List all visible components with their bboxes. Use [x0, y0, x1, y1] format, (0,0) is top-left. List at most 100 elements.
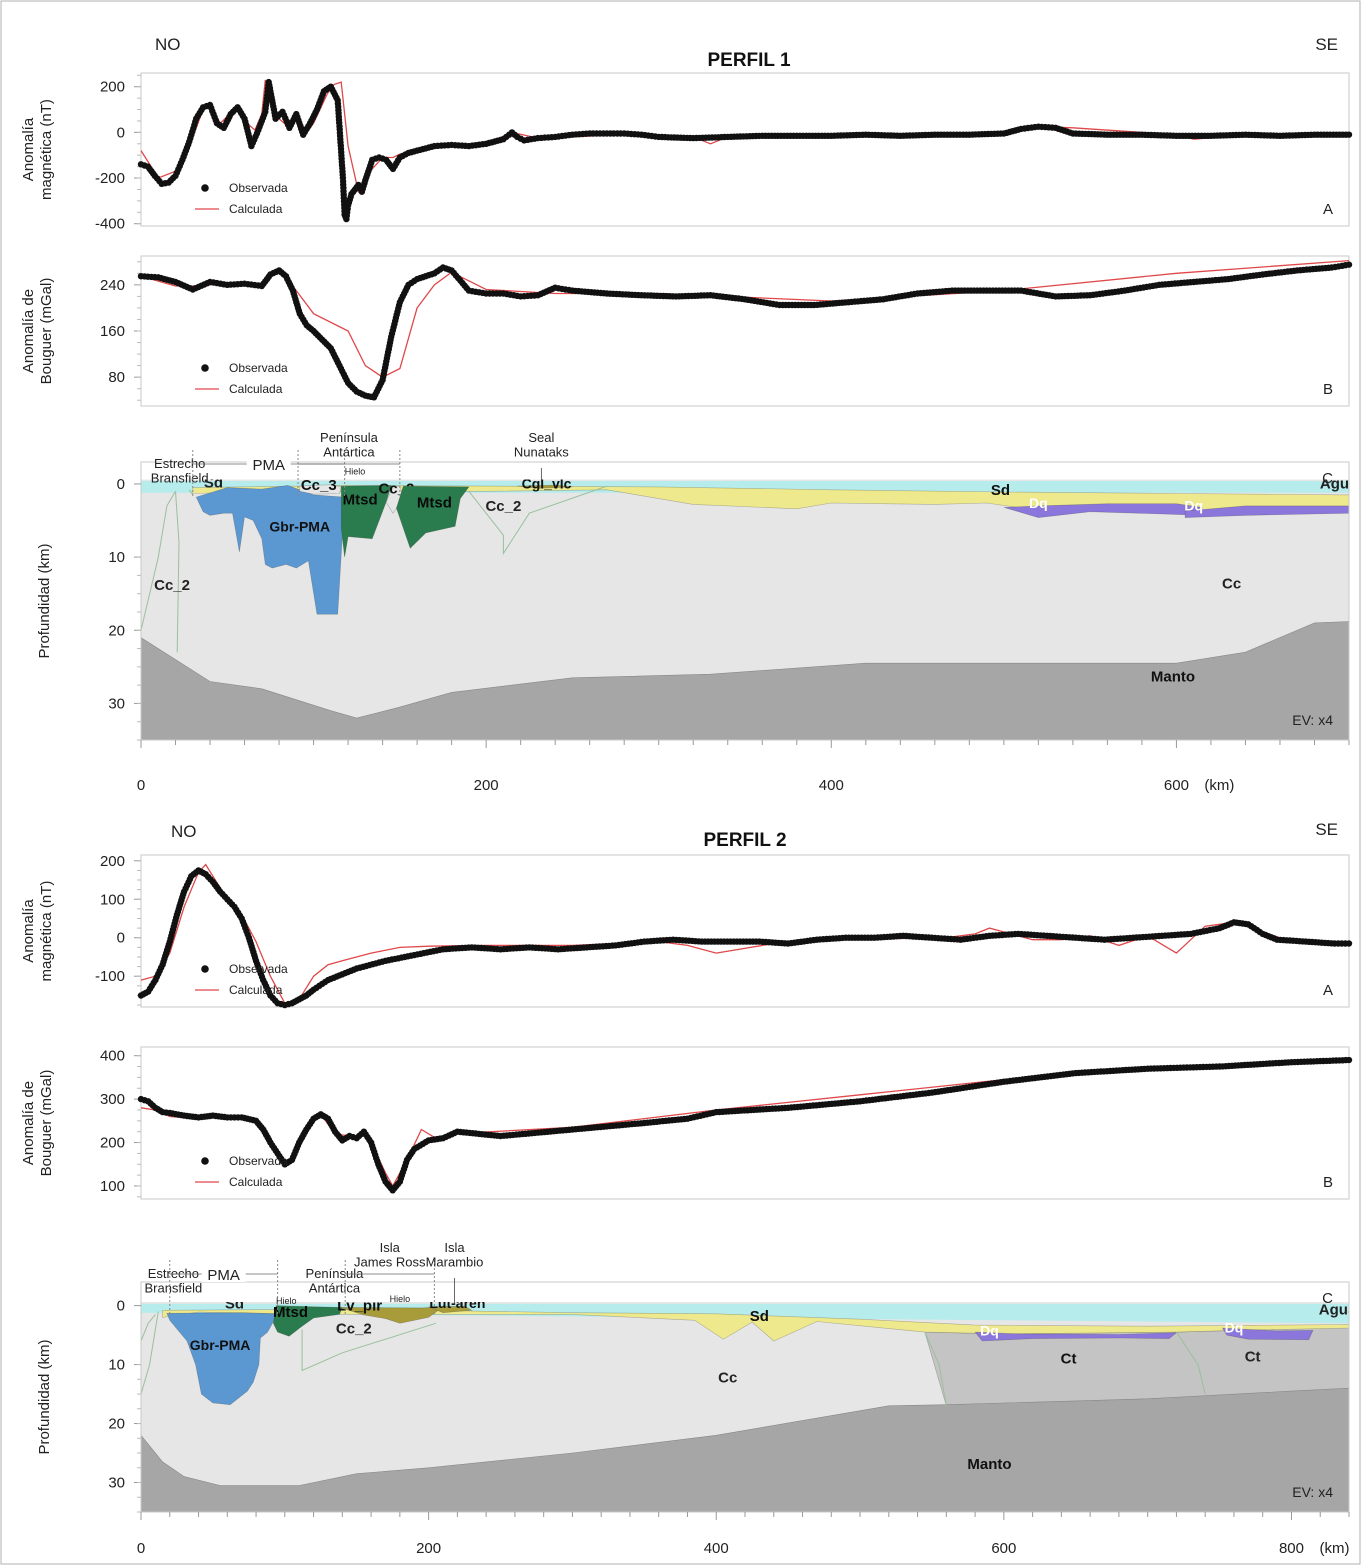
- profile1-panel-c-unit-label: Cc_2: [485, 498, 521, 515]
- profile2-panel-c-unit-label: Ct: [1245, 1349, 1261, 1366]
- profile2-panel-c-annotation-line: Estrecho: [148, 1266, 199, 1281]
- profile1-panel-c-ytick-label: 20: [108, 622, 125, 639]
- profile1-panel-a-ylabel: magnética (nT): [38, 99, 55, 200]
- profile2-panel-c-xtick-label: 400: [704, 1540, 729, 1557]
- profile2-panel-c-layer-sd-label: Sd: [750, 1308, 769, 1325]
- profile2-panel-c-xtick-label: 0: [137, 1540, 145, 1557]
- profile1-panel-b-ytick-label: 80: [108, 369, 125, 386]
- profile2-panel-c-annotation: PMA: [207, 1267, 240, 1284]
- profile2-panel-a-ylabel: magnética (nT): [38, 881, 55, 982]
- profile2-panel-c-annotation: Península Antártica: [306, 1266, 365, 1295]
- profile2-panel-c-xtick-label: 800: [1279, 1540, 1304, 1557]
- profile1-panel-b-legend-calculated-label: Calculada: [229, 382, 283, 396]
- profile1-panel-c-xtick-label: 400: [819, 777, 844, 794]
- profile1-panel-c-annotation: Península Antártica: [320, 430, 379, 459]
- profile1-panel-c-layer-mtsd-label: Mtsd: [417, 494, 452, 511]
- profile2-panel-c-annotation: Hielo: [276, 1296, 297, 1306]
- profile2-panel-c-annotation-line: Isla: [444, 1240, 465, 1255]
- profile1-panel-c-ytick-label: 10: [108, 549, 125, 566]
- profile2-panel-b-legend-observed-label: Observada: [229, 1154, 288, 1168]
- profile2-panel-a-legend-observed-label: Observada: [229, 962, 288, 976]
- profile1-panel-c-xtick-label: 200: [474, 777, 499, 794]
- profile1-panel-c-annotation-line: Península: [320, 430, 379, 445]
- profile2-panel-c-annotation-line: Isla: [380, 1240, 401, 1255]
- profile1-panel-c-annotation: PMA: [252, 457, 285, 474]
- profile1-panel-c-xtick-label: 0: [137, 777, 145, 794]
- profile2-panel-b-ytick-label: 400: [100, 1048, 125, 1065]
- profile2-panel-c-ytick-label: 10: [108, 1357, 125, 1374]
- profile2-panel-b-legend-calculated-label: Calculada: [229, 1175, 283, 1189]
- profile2-panel-a-ytick-label: 0: [117, 930, 125, 947]
- profile1-orientation-right: SE: [1315, 35, 1338, 54]
- profile2-panel-a-ylabel: Anomalía: [20, 899, 37, 963]
- profile2-panel-c-layer-manto-label: Manto: [967, 1456, 1011, 1473]
- profile1-panel-b-legend-observed-label: Observada: [229, 361, 288, 375]
- profile1-panel-c-unit-label: Cc_2: [154, 577, 190, 594]
- profile1-panel-b-ylabel: Anomalía de: [20, 289, 37, 373]
- profile1-panel-c-layer-manto-label: Manto: [1151, 668, 1195, 685]
- profile1-panel-c-panel-label: C: [1322, 470, 1333, 487]
- profile2-panel-c-annotation-line: Antártica: [309, 1280, 361, 1295]
- profile1-panel-b-ytick-label: 160: [100, 323, 125, 340]
- profile2-panel-c-unit-label: Cc: [718, 1369, 737, 1386]
- profile2-panel-a-panel-label: A: [1323, 982, 1333, 999]
- profile1-panel-c-annotation-line: Bransfield: [151, 470, 209, 485]
- profile2-panel-a-ytick-label: -100: [95, 968, 125, 985]
- profile2-panel-a-legend-observed-marker: [201, 965, 209, 973]
- profile1-panel-c-ylabel: Profundidad (km): [36, 543, 53, 658]
- profile1-panel-b-panel-label: B: [1323, 381, 1333, 398]
- profile1-panel-c-ev-label: EV: x4: [1292, 712, 1333, 728]
- profile1-title: PERFIL 1: [707, 50, 790, 71]
- profile1-panel-a-panel-label: A: [1323, 201, 1333, 218]
- profile2-panel-c-section: CtMantoSdDq DqGbr-PMAMtsd Lv_pir Lut-arenSd…: [141, 1295, 1357, 1512]
- profile2-panel-c-layer-dq-label: Dq: [980, 1323, 999, 1339]
- profile1-panel-a-ylabel: Anomalía: [20, 117, 37, 181]
- profile2-panel-c-layer-ct-label: Ct: [1061, 1350, 1077, 1367]
- profile1-panel-a-ytick-label: -400: [95, 216, 125, 233]
- profile1-panel-c-annotation: Hielo: [345, 466, 366, 476]
- profile2-panel-c-annotation: Hielo: [390, 1294, 411, 1304]
- profile1-panel-c-section: Manto Sd Dq Dq Gbr-PMA Cc_3 Mtsd Cc_2 Mtsd Cgl_vl…: [141, 475, 1358, 740]
- profile2-orientation-right: SE: [1315, 820, 1338, 839]
- profile1-panel-a-legend-observed-label: Observada: [229, 181, 288, 195]
- profile2-panel-b-ytick-label: 200: [100, 1135, 125, 1152]
- profile1-panel-a-legend-calculated-label: Calculada: [229, 202, 283, 216]
- profile1-panel-c-layer-sd-label: Sd: [991, 482, 1010, 499]
- profile2-panel-c-ytick-label: 20: [108, 1416, 125, 1433]
- profile2-panel-b-ytick-label: 100: [100, 1178, 125, 1195]
- profile1-panel-c-xunit-label: (km): [1204, 777, 1234, 794]
- profile1-panel-c-annotation-line: Estrecho: [154, 456, 205, 471]
- profile2-title: PERFIL 2: [703, 830, 786, 851]
- profile1-panel-a-legend-observed-marker: [201, 184, 209, 192]
- profile2-panel-a-legend-calculated-label: Calculada: [229, 983, 283, 997]
- profile2-panel-c-ytick-label: 0: [117, 1298, 125, 1315]
- profile2-panel-a-ytick-label: 100: [100, 891, 125, 908]
- profile1-panel-c-ytick-label: 30: [108, 695, 125, 712]
- profile1-panel-b-ylabel: Bouguer (mGal): [38, 278, 55, 385]
- profile2-panel-c-ytick-label: 30: [108, 1475, 125, 1492]
- profile2-panel-c-layer-dq-label: Dq: [1225, 1320, 1244, 1336]
- profile2-panel-c-ev-label: EV: x4: [1292, 1484, 1333, 1500]
- profile2-panel-b-ylabel: Bouguer (mGal): [38, 1070, 55, 1177]
- profile2-panel-a-observed-point: [1346, 940, 1352, 946]
- profile1-panel-c-layer-mtsd-label: Mtsd: [343, 491, 378, 508]
- profile1-panel-c-layer-dq-label: Dq: [1184, 497, 1203, 513]
- profile1-panel-a-ytick-label: 200: [100, 79, 125, 96]
- profile1-panel-c-ytick-label: 0: [117, 476, 125, 493]
- profile2-panel-c-xtick-label: 200: [416, 1540, 441, 1557]
- profile2-panel-c-unit-label: Cc_2: [336, 1320, 372, 1337]
- profile2-panel-a-ytick-label: 200: [100, 853, 125, 870]
- profile1-panel-c-xtick-label: 600: [1164, 777, 1189, 794]
- profile1-panel-c-annotation-line: Antártica: [323, 444, 375, 459]
- profile1-panel-a-ytick-label: 0: [117, 124, 125, 141]
- profile1-panel-c-annotation: Estrecho Bransfield: [151, 456, 209, 485]
- profile2-panel-c-panel-label: C: [1322, 1290, 1333, 1307]
- profile1-panel-c-layer-gbr-pma-label: Gbr-PMA: [269, 519, 330, 535]
- profile1-panel-b-ytick-label: 240: [100, 277, 125, 294]
- profile2-panel-c-annotation-line: Bransfield: [144, 1280, 202, 1295]
- profile2-panel-b-observed-point: [1346, 1057, 1352, 1063]
- profile2-orientation-left: NO: [171, 822, 197, 841]
- profile2-panel-c-layer-mtsd-label: Mtsd: [273, 1304, 308, 1321]
- profile2-panel-c-layer-gbr-pma-label: Gbr-PMA: [190, 1337, 251, 1353]
- profile2-panel-b-ytick-label: 300: [100, 1091, 125, 1108]
